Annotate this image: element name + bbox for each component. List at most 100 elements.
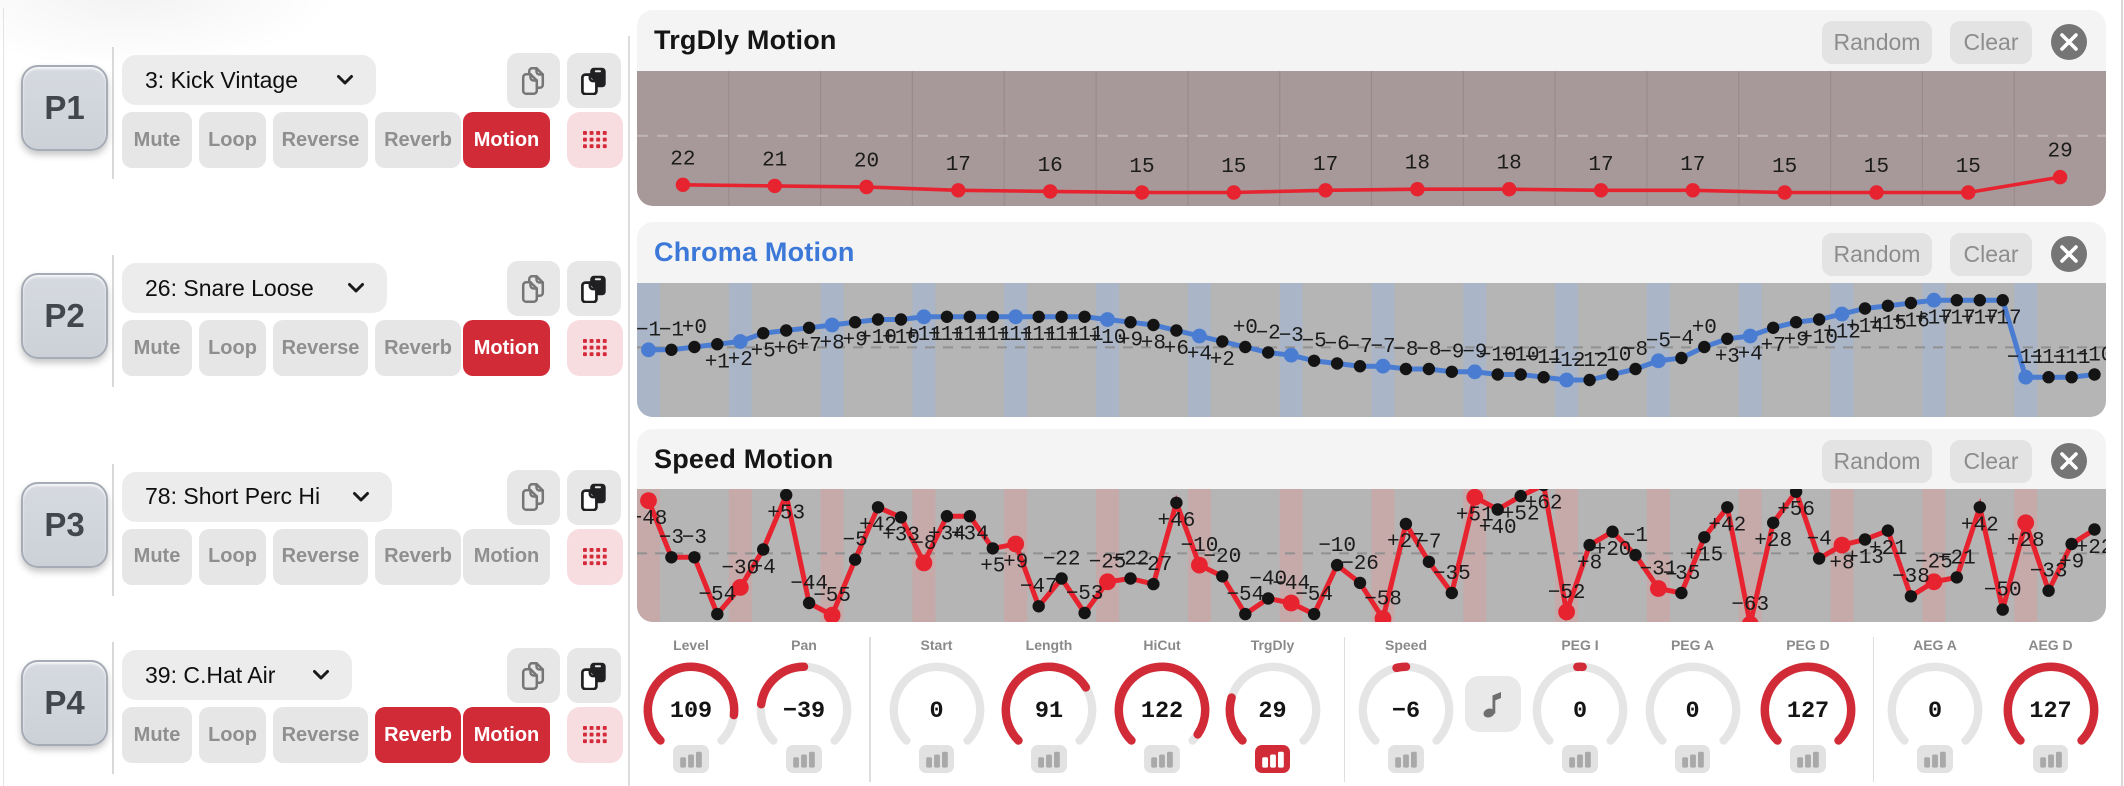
- svg-text:+62: +62: [1525, 492, 1563, 515]
- svg-text:−21: −21: [1938, 547, 1976, 570]
- svg-text:−52: −52: [1548, 582, 1586, 605]
- svg-text:+15: +15: [1869, 313, 1907, 336]
- svg-text:+11: +11: [1066, 324, 1104, 347]
- svg-text:+51: +51: [1456, 505, 1494, 528]
- svg-text:+46: +46: [1157, 510, 1195, 533]
- svg-text:−35: −35: [1433, 563, 1471, 586]
- svg-text:+0: +0: [1692, 317, 1717, 340]
- svg-text:−44: −44: [790, 573, 828, 596]
- svg-text:−10: −10: [1594, 344, 1632, 367]
- svg-text:+12: +12: [1823, 321, 1861, 344]
- svg-text:−7: −7: [1370, 336, 1395, 359]
- svg-text:+17: +17: [1961, 308, 1999, 331]
- svg-text:−3: −3: [682, 527, 707, 550]
- svg-text:+20: +20: [1594, 539, 1632, 562]
- svg-text:15: 15: [1956, 156, 1981, 179]
- svg-text:−3: −3: [659, 527, 684, 550]
- svg-text:−10: −10: [1502, 344, 1540, 367]
- svg-text:−10: −10: [1318, 535, 1356, 558]
- svg-text:+16: +16: [1892, 310, 1930, 333]
- svg-text:−38: −38: [1892, 566, 1930, 589]
- svg-text:−1: −1: [637, 320, 661, 343]
- svg-text:+13: +13: [1846, 547, 1884, 570]
- svg-text:−10: −10: [1180, 535, 1218, 558]
- svg-text:+42: +42: [1708, 515, 1746, 538]
- svg-text:15: 15: [1129, 156, 1154, 179]
- svg-text:−53: −53: [1066, 583, 1104, 606]
- svg-text:+56: +56: [1777, 499, 1815, 522]
- svg-text:−54: −54: [698, 584, 736, 607]
- svg-text:+42: +42: [859, 515, 897, 538]
- svg-text:+10: +10: [882, 327, 920, 350]
- svg-text:+11: +11: [1020, 324, 1058, 347]
- svg-text:+8: +8: [1829, 552, 1854, 575]
- svg-text:+9: +9: [2059, 551, 2084, 574]
- svg-text:−31: −31: [1639, 558, 1677, 581]
- svg-text:+6: +6: [1164, 338, 1189, 361]
- svg-text:15: 15: [1221, 156, 1246, 179]
- svg-text:+52: +52: [1502, 503, 1540, 526]
- svg-text:−44: −44: [1272, 573, 1310, 596]
- svg-text:+11: +11: [1043, 324, 1081, 347]
- svg-text:+28: +28: [1754, 530, 1792, 553]
- svg-text:+33: +33: [882, 525, 920, 548]
- svg-text:+8: +8: [1577, 552, 1602, 575]
- svg-text:+11: +11: [905, 324, 943, 347]
- svg-text:+14: +14: [1846, 316, 1884, 339]
- svg-text:−40: −40: [1249, 568, 1287, 591]
- svg-text:−2: −2: [1256, 322, 1281, 345]
- svg-text:+7: +7: [796, 335, 821, 358]
- svg-text:+8: +8: [1141, 332, 1166, 355]
- svg-text:+53: +53: [767, 502, 805, 525]
- svg-text:−22: −22: [1043, 548, 1081, 571]
- svg-text:−12: −12: [1571, 350, 1609, 373]
- svg-text:−20: −20: [1203, 546, 1241, 569]
- svg-text:−47: −47: [1020, 576, 1058, 599]
- svg-text:+10: +10: [859, 327, 897, 350]
- svg-text:+9: +9: [1003, 551, 1028, 574]
- svg-text:−26: −26: [1341, 553, 1379, 576]
- svg-text:+17: +17: [1984, 308, 2022, 331]
- svg-text:+0: +0: [682, 317, 707, 340]
- svg-text:+15: +15: [1685, 545, 1723, 568]
- svg-text:−8: −8: [1416, 339, 1441, 362]
- svg-text:−10: −10: [1479, 344, 1517, 367]
- svg-text:−11: −11: [2007, 347, 2045, 370]
- svg-text:−54: −54: [1226, 584, 1264, 607]
- svg-text:+5: +5: [980, 556, 1005, 579]
- svg-text:−63: −63: [1731, 594, 1769, 617]
- svg-text:−1: −1: [1623, 525, 1648, 548]
- svg-text:+11: +11: [928, 324, 966, 347]
- svg-text:+9: +9: [1783, 330, 1808, 353]
- svg-text:−50: −50: [1984, 580, 2022, 603]
- svg-text:−9: −9: [1462, 342, 1487, 365]
- svg-text:+2: +2: [728, 349, 753, 372]
- svg-text:−1: −1: [659, 320, 684, 343]
- svg-text:+22: +22: [2076, 537, 2106, 560]
- svg-text:−11: −11: [1525, 347, 1563, 370]
- svg-text:−54: −54: [1295, 584, 1333, 607]
- svg-text:−30: −30: [721, 557, 759, 580]
- svg-text:+10: +10: [1800, 327, 1838, 350]
- svg-text:−7: −7: [1416, 532, 1441, 555]
- svg-text:29: 29: [2047, 141, 2072, 164]
- svg-text:−25: −25: [1915, 552, 1953, 575]
- svg-text:−5: −5: [842, 530, 867, 553]
- svg-text:+11: +11: [997, 324, 1035, 347]
- svg-text:−8: −8: [1393, 339, 1418, 362]
- svg-text:+4: +4: [1738, 343, 1763, 366]
- svg-text:−22: −22: [1112, 548, 1150, 571]
- svg-text:−5: −5: [1301, 331, 1326, 354]
- svg-text:17: 17: [1313, 154, 1338, 177]
- svg-text:+6: +6: [774, 338, 799, 361]
- svg-text:−3: −3: [1279, 325, 1304, 348]
- svg-text:20: 20: [854, 151, 879, 174]
- svg-text:+10: +10: [1089, 327, 1127, 350]
- svg-text:17: 17: [1680, 154, 1705, 177]
- svg-text:17: 17: [946, 154, 971, 177]
- svg-text:+4: +4: [1187, 343, 1212, 366]
- svg-text:−8: −8: [1623, 339, 1648, 362]
- svg-text:+11: +11: [974, 324, 1012, 347]
- svg-text:15: 15: [1772, 156, 1797, 179]
- svg-text:−25: −25: [1089, 552, 1127, 575]
